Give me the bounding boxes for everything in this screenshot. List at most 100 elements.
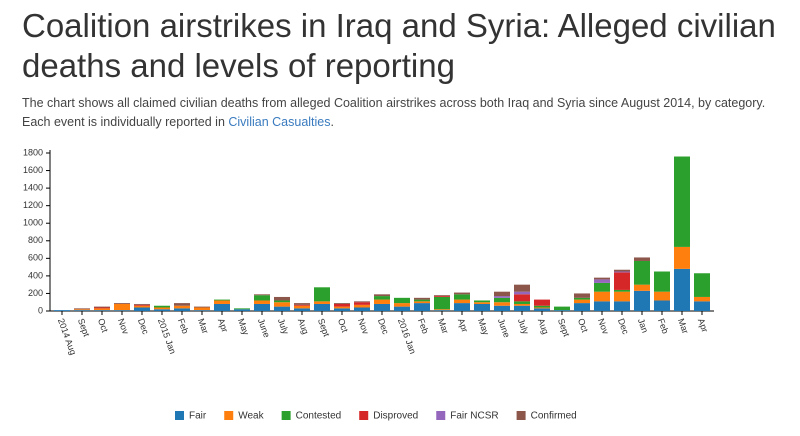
x-tick-label: 2015 Jan (156, 317, 178, 355)
bar-segment (534, 299, 550, 306)
x-tick-label: Mar (436, 317, 451, 335)
x-tick-label: Apr (456, 317, 470, 334)
bar-segment (494, 297, 510, 303)
x-tick-label: 2014 Aug (56, 317, 78, 356)
bar-segment (494, 291, 510, 297)
bar-segment (494, 305, 510, 311)
bar-segment (94, 307, 110, 309)
bar-segment (194, 306, 210, 308)
header: Coalition airstrikes in Iraq and Syria: … (22, 6, 782, 132)
bar-segment (54, 310, 70, 311)
bar-segment (134, 307, 150, 311)
bar-segment (74, 308, 90, 310)
bar-segment (294, 303, 310, 305)
bar-segment (214, 300, 230, 304)
x-tick-label: July (276, 317, 291, 336)
x-tick-label: Sept (76, 317, 92, 338)
bar-segment (554, 306, 570, 311)
bar-segment (594, 291, 610, 302)
legend-swatch (281, 411, 291, 420)
bar-segment (494, 302, 510, 306)
bar-segment (154, 307, 170, 310)
bar-segment (674, 156, 690, 247)
bar-segment (694, 273, 710, 297)
bar-segment (654, 271, 670, 292)
bar-segment (354, 304, 370, 308)
legend-swatch (436, 411, 446, 420)
bar-segment (254, 300, 270, 304)
x-tick-label: Feb (656, 317, 671, 335)
bar-segment (234, 308, 250, 310)
bar-segment (294, 304, 310, 306)
y-tick-label: 200 (28, 288, 43, 298)
legend-swatch (359, 411, 369, 420)
bar-segment (134, 305, 150, 308)
bar-segment (574, 303, 590, 311)
description-end: . (330, 115, 334, 129)
bar-segment (594, 277, 610, 280)
bar-segment (314, 303, 330, 311)
bar-segment (414, 303, 430, 311)
legend-swatch (175, 411, 184, 420)
x-tick-label: Dec (616, 317, 631, 336)
bar-segment (474, 300, 490, 303)
x-tick-label: Jan (636, 317, 650, 334)
bar-segment (274, 306, 290, 311)
bar-segment (574, 299, 590, 304)
bar-segment (514, 294, 530, 302)
bar-segment (134, 303, 150, 305)
bar-segment (314, 301, 330, 304)
bar-segment (594, 279, 610, 283)
link[interactable]: Civilian Casualties (228, 115, 331, 129)
x-tick-label: Dec (376, 317, 391, 336)
x-tick-label: Apr (696, 317, 710, 334)
bar-segment (414, 301, 430, 304)
bar-segment (194, 307, 210, 311)
x-tick-label: Dec (136, 317, 151, 336)
bar-segment (414, 297, 430, 300)
bar-segment (114, 303, 130, 311)
bar-segment (654, 291, 670, 301)
bar-segment (634, 284, 650, 291)
bar-segment (514, 301, 530, 304)
chart: 0 200 400 600 800 1000 1200 1400 1600 1800 2014 Au… (23, 147, 714, 422)
x-tick-label: Oct (576, 317, 590, 334)
bar-segment (374, 303, 390, 311)
x-tick-label: Mar (676, 317, 691, 335)
bar-segment (354, 302, 370, 305)
bar-segment (454, 292, 470, 295)
bar-segment (434, 296, 450, 310)
bar-segment (94, 308, 110, 311)
legend-label: Confirmed (531, 411, 577, 422)
bar-segment (394, 297, 410, 304)
y-tick-label: 1000 (23, 218, 43, 228)
x-tick-label: Oct (336, 317, 350, 334)
bar-segment (374, 296, 390, 300)
y-tick-label: 800 (28, 235, 43, 245)
bar-segment (354, 307, 370, 311)
bar-segment (214, 299, 230, 301)
bar-segment (294, 305, 310, 309)
bar-segment (334, 306, 350, 309)
bar-segment (94, 310, 110, 311)
bar-segment (534, 305, 550, 308)
bar-segment (394, 303, 410, 307)
x-tick-label: Aug (296, 317, 311, 335)
y-tick-label: 600 (28, 253, 43, 263)
x-tick-label: Nov (596, 317, 611, 336)
x-tick-label: Mar (196, 317, 211, 335)
bar-segment (514, 303, 530, 306)
bar-segment (254, 294, 270, 296)
x-tick-label: 2016 Jan (396, 317, 418, 355)
legend-label: Fair NCSR (450, 411, 498, 422)
bar-segment (394, 306, 410, 311)
bar-segment (294, 308, 310, 311)
bar-segment (654, 300, 670, 311)
description-text: The chart shows all claimed civilian dea… (22, 96, 766, 129)
bar-segment (454, 299, 470, 304)
bar-segment (174, 303, 190, 306)
bar-segment (174, 308, 190, 311)
bar-segment (154, 305, 170, 308)
bar-segment (634, 257, 650, 261)
